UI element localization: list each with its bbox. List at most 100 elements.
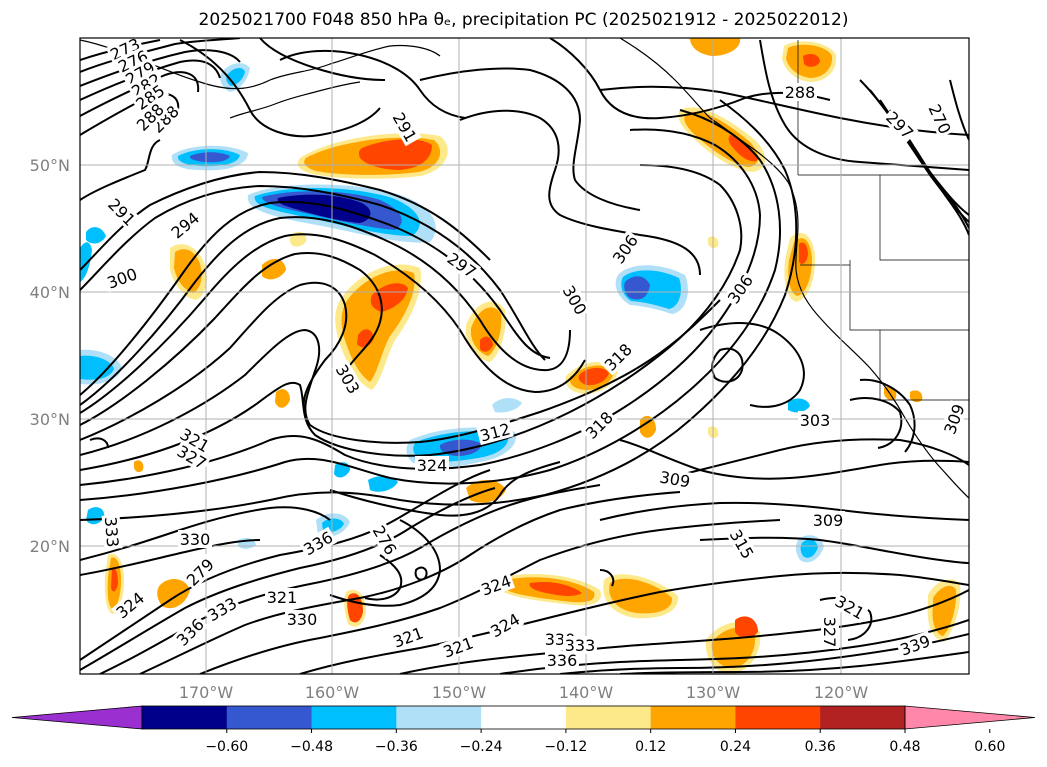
pos-precip-area [480, 336, 493, 352]
lat-label-50n: 50°N [30, 156, 70, 175]
contour-label-background [166, 207, 204, 243]
contour-line [659, 438, 969, 481]
contour-label-background [438, 632, 478, 662]
pos-precip-area [799, 242, 808, 264]
contour-label-background [388, 622, 428, 652]
colorbar-segment [820, 706, 906, 729]
contour-label: 330 [180, 530, 211, 549]
colorbar-extend-min [11, 705, 143, 730]
pos-precip-area [803, 54, 820, 67]
contour-line [414, 566, 428, 581]
lon-label-130w: 130°W [686, 683, 741, 702]
lon-label-120w: 120°W [814, 683, 869, 702]
contour-line [949, 79, 969, 141]
contour-line [499, 619, 969, 674]
neg-precip-area [80, 242, 92, 282]
neg-precip-area [189, 152, 230, 163]
contour-label-background [101, 514, 123, 550]
contour-line [459, 109, 701, 276]
pos-precip-area [735, 616, 758, 638]
contour-label-background [146, 100, 184, 138]
contour-label: 288 [785, 83, 816, 102]
neg-precip-area [86, 227, 106, 244]
latitude-labels: 50°N 40°N 30°N 20°N [30, 156, 70, 556]
contour-label-background [798, 411, 832, 429]
contour-label-background [131, 98, 169, 136]
contour-label: 333 [101, 516, 123, 548]
contour-label-background [130, 79, 170, 115]
contour-label-background [580, 406, 618, 444]
contour-line [80, 139, 161, 201]
contour-label: 330 [287, 610, 318, 629]
gridlines [80, 38, 969, 674]
pos-precip-area [690, 38, 741, 56]
contour-label: 300 [105, 264, 140, 292]
contour-label: 327 [820, 617, 839, 648]
contour-label: 294 [168, 208, 204, 242]
contour-label-background [331, 359, 365, 399]
contour-line [364, 554, 403, 601]
contour-label-background [178, 530, 212, 548]
colorbar-tick-label: −0.36 [375, 739, 418, 755]
contour-label-background [725, 524, 759, 564]
contour-label-background [895, 630, 935, 660]
colorbar-tick-label: 0.24 [720, 739, 751, 755]
contour-label: 303 [800, 411, 831, 430]
contour-label-background [476, 570, 516, 600]
colorbar-segment [481, 706, 567, 729]
contour-label-background [599, 338, 637, 376]
pos-precip-area [370, 283, 408, 312]
colorbar-segment [396, 706, 482, 729]
alaska-coast [80, 39, 441, 119]
contour-label-background [175, 423, 215, 457]
contour-line [80, 184, 546, 361]
contour-line [329, 461, 561, 517]
contour-label-background [285, 610, 319, 628]
contour-labels: 2732762792822852882882882912912942973003… [101, 33, 969, 670]
contour-line [89, 437, 109, 449]
pos-precip-area [134, 460, 144, 473]
longitude-labels: 170°W 160°W 150°W 140°W 130°W 120°W [179, 683, 869, 702]
lat-label-20n: 20°N [30, 537, 70, 556]
contour-line [80, 38, 241, 73]
map-frame [79, 37, 970, 675]
colorbar-segment [142, 706, 228, 729]
contour-line [80, 216, 571, 406]
neg-precip-area [788, 398, 810, 413]
pos-precip-area [262, 258, 286, 280]
contour-line [849, 397, 903, 449]
contour-label-background [485, 608, 525, 642]
colorbar-tick-label: 0.48 [889, 739, 920, 755]
contour-line [80, 233, 586, 414]
contour-line [299, 571, 969, 674]
contour-label-background [722, 269, 758, 309]
contour-label-background [388, 107, 422, 147]
colorbar-tick-label: −0.48 [290, 739, 333, 755]
colorbar [11, 705, 1036, 730]
contour-line [179, 39, 381, 138]
contour-label-background [202, 592, 242, 626]
contour-label-background [120, 56, 160, 90]
contour-label-background [103, 193, 141, 231]
contour-label: 339 [898, 631, 933, 659]
bc-coast [619, 38, 969, 499]
pos-precip-area [111, 567, 118, 592]
contour-line [80, 281, 348, 441]
contour-label-background [111, 587, 149, 623]
pos-precip-area [157, 578, 190, 609]
contour-label-background [545, 651, 579, 669]
contour-label: 318 [582, 408, 617, 443]
map-title: 2025021700 F048 850 hPa θₑ, precipitatio… [198, 10, 849, 30]
precip-shading [80, 38, 961, 674]
contour-line [80, 252, 383, 426]
lat-label-30n: 30°N [30, 410, 70, 429]
colorbar-segment [565, 706, 652, 729]
contour-label-background [265, 588, 299, 606]
contour-label-background [102, 263, 142, 293]
contour-label-background [811, 511, 845, 529]
contour-line [399, 589, 969, 674]
pos-precip-area [529, 582, 582, 596]
contour-label: 291 [104, 195, 139, 230]
contour-line [699, 536, 969, 564]
contour-label-background [298, 526, 338, 560]
